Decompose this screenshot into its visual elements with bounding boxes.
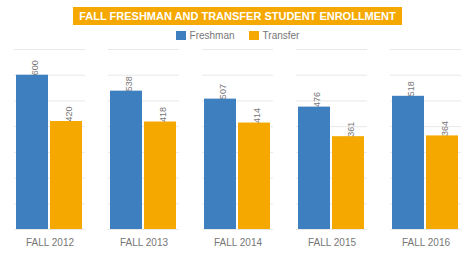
svg-text:414: 414 [252,108,262,123]
html-text:Freshman: Freshman [189,30,235,41]
svg-text:418: 418 [158,107,168,122]
svg-text:518: 518 [406,81,416,96]
svg-text:538: 538 [124,76,134,91]
svg-text:FALL 2013: FALL 2013 [120,237,168,248]
svg-text:FALL 2015: FALL 2015 [308,237,356,248]
svg-text:FALL 2016: FALL 2016 [402,237,450,248]
svg-text:507: 507 [218,84,228,99]
svg-text:361: 361 [346,122,356,137]
html-text:Transfer: Transfer [262,30,300,41]
svg-text:600: 600 [30,60,40,75]
svg-text:420: 420 [64,106,74,121]
svg-text:364: 364 [440,121,450,136]
svg-text:476: 476 [312,92,322,107]
html-text:FALL FRESHMAN AND TRANSFER STU: FALL FRESHMAN AND TRANSFER STUDENT ENROL… [79,10,396,22]
svg-text:FALL 2012: FALL 2012 [26,237,74,248]
svg-text:FALL 2014: FALL 2014 [214,237,262,248]
